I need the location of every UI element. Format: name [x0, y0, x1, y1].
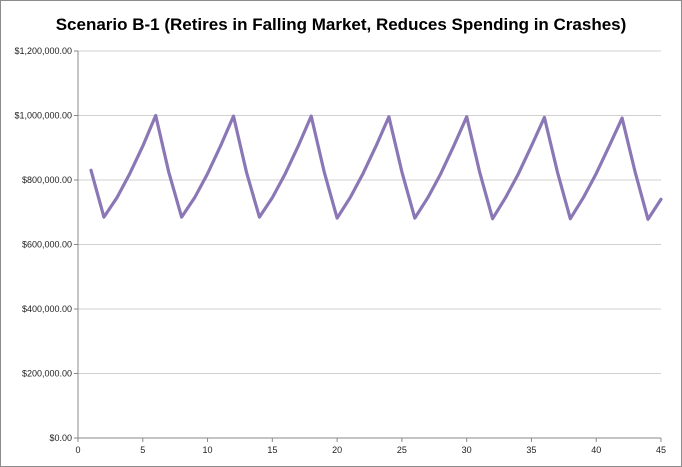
chart-title: Scenario B-1 (Retires in Falling Market,… — [55, 15, 627, 34]
y-tick-label: $400,000.00 — [22, 304, 72, 314]
x-tick-label: 0 — [75, 445, 80, 455]
x-tick-label: 25 — [397, 445, 407, 455]
x-tick-label: 30 — [462, 445, 472, 455]
x-tick-label: 20 — [332, 445, 342, 455]
series-line — [89, 113, 663, 221]
y-tick-label: $600,000.00 — [22, 240, 72, 250]
y-tick-label: $800,000.00 — [22, 175, 72, 185]
x-tick-label: 5 — [140, 445, 145, 455]
y-tick-label: $200,000.00 — [22, 369, 72, 379]
x-tick-label: 10 — [203, 445, 213, 455]
x-tick-label: 15 — [267, 445, 277, 455]
y-tick-label: $0.00 — [49, 433, 72, 443]
x-tick-label: 35 — [526, 445, 536, 455]
x-tick-label: 40 — [591, 445, 601, 455]
x-tick-label: 45 — [656, 445, 666, 455]
y-tick-label: $1,000,000.00 — [14, 111, 72, 121]
y-tick-label: $1,200,000.00 — [14, 46, 72, 56]
